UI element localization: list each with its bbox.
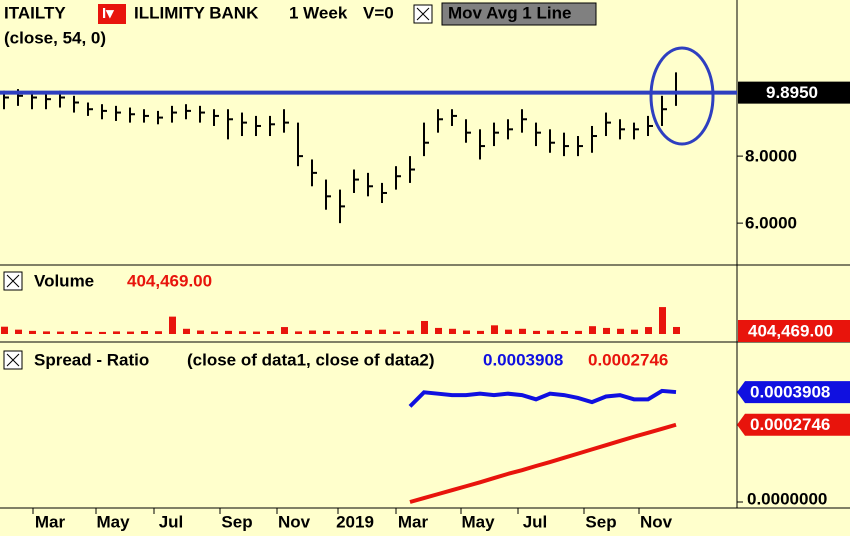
volume-bar	[421, 320, 428, 334]
volume-bar	[239, 331, 246, 334]
y-tick-label: 6.0000	[745, 214, 797, 233]
annotation-circle	[649, 46, 715, 146]
close-icon[interactable]	[416, 7, 430, 21]
volume-bar	[505, 329, 512, 334]
last-value-label: 0.0002746	[750, 415, 830, 434]
volume-bar	[561, 331, 568, 334]
header: ITAILTY I▾ ILLIMITY BANK 1 Week V=0 Mov …	[3, 2, 597, 370]
last-value-box	[737, 381, 850, 404]
volume-bar	[85, 331, 92, 334]
volume-bar	[519, 328, 526, 334]
volume-bar	[29, 330, 36, 334]
interval: 1 Week	[289, 3, 348, 22]
x-tick-label: Nov	[640, 512, 673, 531]
x-tick-label: May	[96, 512, 130, 531]
volume-bar	[127, 331, 134, 334]
volume-bar	[393, 331, 400, 334]
x-tick-label: Jul	[523, 512, 548, 531]
volume-bar	[295, 331, 302, 334]
volume-bar	[491, 325, 498, 334]
volume-bar	[211, 331, 218, 334]
volume-bar	[253, 331, 260, 334]
panel-subtitle: (close of data1, close of data2)	[187, 350, 435, 369]
volume-bar	[477, 330, 484, 334]
volume-bar	[449, 328, 456, 334]
last-value-label: 0.0003908	[750, 383, 830, 402]
x-tick-label: 2019	[336, 512, 374, 531]
volume-bar	[617, 328, 624, 334]
close-icon[interactable]	[6, 274, 20, 288]
volume-flag: V=0	[363, 3, 394, 22]
x-tick-label: Mar	[35, 512, 66, 531]
volume-bar	[169, 316, 176, 334]
icon[interactable]: I▾	[102, 5, 114, 22]
volume-bar	[225, 330, 232, 334]
study-bg[interactable]	[441, 2, 597, 26]
volume-bar	[323, 330, 330, 334]
x-tick-label: May	[461, 512, 495, 531]
volume-bar	[113, 331, 120, 334]
volume-bar	[71, 331, 78, 334]
instrument-name: ILLIMITY BANK	[134, 3, 259, 22]
y-tick-label: 0.0000000	[747, 489, 827, 508]
last-value-box	[738, 81, 850, 104]
last-value-box	[737, 413, 850, 436]
x-tick-label: Sep	[221, 512, 252, 531]
volume-bar	[603, 327, 610, 334]
volume-bar	[351, 331, 358, 334]
volume-bar	[155, 331, 162, 334]
volume-bar	[309, 330, 316, 334]
last-value-label: 9.8950	[766, 83, 818, 102]
last-value-box	[738, 320, 850, 342]
volume-bar	[57, 331, 64, 334]
series-readout: 0.0003908	[483, 350, 563, 369]
panel-title: Volume	[34, 271, 94, 290]
study[interactable]: Mov Avg 1 Line	[448, 3, 571, 22]
volume-bar	[463, 330, 470, 334]
volume-bar	[645, 327, 652, 334]
last-value-label: 404,469.00	[748, 321, 833, 340]
volume-bar	[589, 326, 596, 334]
volume-bar	[1, 326, 8, 334]
series-line	[409, 422, 677, 504]
volume-bar	[183, 328, 190, 334]
x-tick-label: Mar	[398, 512, 429, 531]
y-tick-label: 8.0000	[745, 147, 797, 166]
icon-bg[interactable]	[98, 4, 126, 24]
volume-bar	[575, 330, 582, 334]
volume-bar	[547, 330, 554, 334]
study-params: (close, 54, 0)	[4, 28, 106, 47]
x-tick-label: Nov	[278, 512, 311, 531]
volume-bar	[281, 327, 288, 334]
panel-title: Spread - Ratio	[34, 350, 149, 369]
volume-bar	[197, 330, 204, 334]
x-tick-label: Sep	[585, 512, 616, 531]
series-readout: 0.0002746	[588, 350, 668, 369]
volume-bar	[99, 331, 106, 334]
panel-readout: 404,469.00	[127, 271, 212, 290]
volume-bar	[533, 330, 540, 334]
volume-bar	[407, 330, 414, 334]
volume-bar	[673, 326, 680, 334]
volume-bar	[267, 331, 274, 334]
volume-bar	[631, 329, 638, 334]
volume-bar	[365, 330, 372, 334]
volume-bar	[15, 329, 22, 334]
volume-bar	[659, 307, 666, 334]
symbol: ITAILTY	[4, 3, 66, 22]
volume-bar	[435, 327, 442, 334]
volume-bar	[43, 331, 50, 334]
volume-bar	[141, 331, 148, 334]
close-icon[interactable]	[6, 353, 20, 367]
series-line	[408, 388, 677, 408]
volume-bar	[337, 331, 344, 334]
volume-bar	[379, 329, 386, 334]
x-tick-label: Jul	[159, 512, 184, 531]
